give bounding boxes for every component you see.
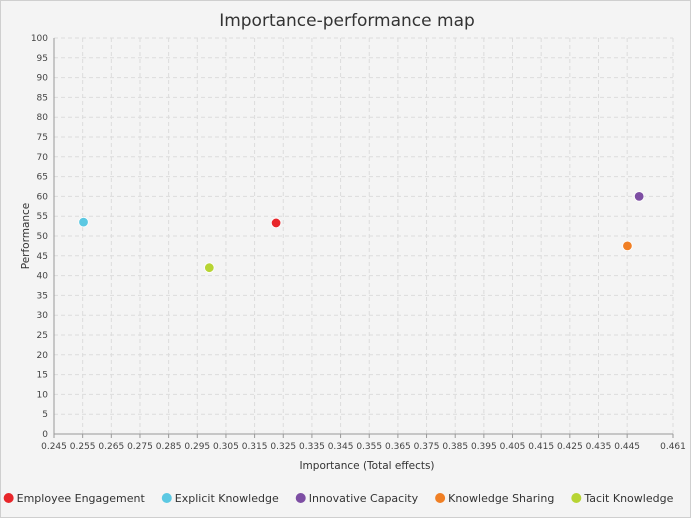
legend-item[interactable]: Tacit Knowledge [571,492,674,505]
y-tick-label: 5 [42,410,48,420]
x-tick-label: 0.255 [70,442,96,452]
x-tick-label: 0.335 [299,442,325,452]
y-tick-label: 35 [37,291,48,301]
legend-item[interactable]: Employee Engagement [3,492,146,505]
y-tick-label: 50 [37,232,49,242]
x-axis-ticks: 0.245 0.255 0.265 0.275 0.285 0.295 0.305 0.315… [41,433,686,452]
chart-title: Importance-performance map [219,11,475,31]
y-tick-label: 40 [37,272,49,282]
x-tick-label: 0.385 [442,442,468,452]
y-tick-label: 55 [37,212,48,222]
legend-item[interactable]: Explicit Knowledge [161,492,279,505]
y-tick-label: 60 [37,192,49,202]
x-tick-label: 0.365 [385,442,411,452]
y-tick-label: 30 [37,311,49,321]
legend-label: Tacit Knowledge [583,492,673,505]
y-axis-ticks: 0 5 10 15 20 25 30 35 40 45 50 55 60 65 70 75 80 85 90 95 10… [31,34,55,440]
x-tick-label: 0.305 [213,442,239,452]
y-tick-label: 75 [37,133,48,143]
y-tick-label: 45 [37,252,48,262]
legend-item[interactable]: Knowledge Sharing [435,492,554,505]
legend-label: Knowledge Sharing [448,492,554,505]
data-point[interactable] [633,191,645,202]
legend-marker-icon [571,493,582,503]
y-tick-label: 0 [42,430,48,440]
x-tick-label: 0.425 [557,442,583,452]
x-tick-label: 0.315 [242,442,268,452]
legend-marker-icon [435,493,446,503]
y-tick-label: 25 [37,331,48,341]
x-tick-label: 0.405 [500,442,526,452]
x-tick-label: 0.395 [471,442,497,452]
y-tick-label: 70 [37,153,49,163]
data-point[interactable] [204,262,215,273]
x-tick-label: 0.355 [356,442,382,452]
grid [53,37,674,435]
legend-label: Employee Engagement [17,492,146,505]
y-tick-label: 95 [37,54,48,64]
y-tick-label: 65 [37,173,48,183]
y-tick-label: 85 [37,93,48,103]
legend-label: Explicit Knowledge [175,492,279,505]
data-point[interactable] [78,216,89,228]
x-tick-label: 0.325 [270,442,296,452]
y-tick-label: 20 [37,351,49,361]
x-tick-label: 0.375 [414,442,440,452]
y-tick-label: 10 [37,390,49,400]
legend-marker-icon [161,493,172,503]
legend-item[interactable]: Innovative Capacity [295,492,419,505]
y-tick-label: 90 [37,74,49,84]
y-axis-label: Performance [20,203,32,270]
x-tick-label: 0.345 [328,442,354,452]
legend: Employee Engagement Explicit Knowledge Inn… [3,492,674,505]
x-tick-label: 0.285 [156,442,182,452]
x-tick-label: 0.265 [98,442,124,452]
x-tick-label: 0.435 [586,442,612,452]
legend-marker-icon [295,493,306,503]
x-tick-label: 0.461 [660,442,686,452]
x-tick-label: 0.295 [184,442,210,452]
data-point[interactable] [270,217,282,229]
y-tick-label: 80 [37,113,49,123]
x-tick-label: 0.245 [41,442,67,452]
x-tick-label: 0.415 [528,442,554,452]
legend-marker-icon [3,493,14,503]
data-point[interactable] [622,240,633,252]
x-tick-label: 0.275 [127,442,153,452]
y-tick-label: 100 [31,34,48,44]
legend-label: Innovative Capacity [309,492,419,505]
x-axis-label: Importance (Total effects) [299,460,434,472]
data-points [78,191,645,273]
x-tick-label: 0.445 [614,442,640,452]
y-tick-label: 15 [37,371,48,381]
